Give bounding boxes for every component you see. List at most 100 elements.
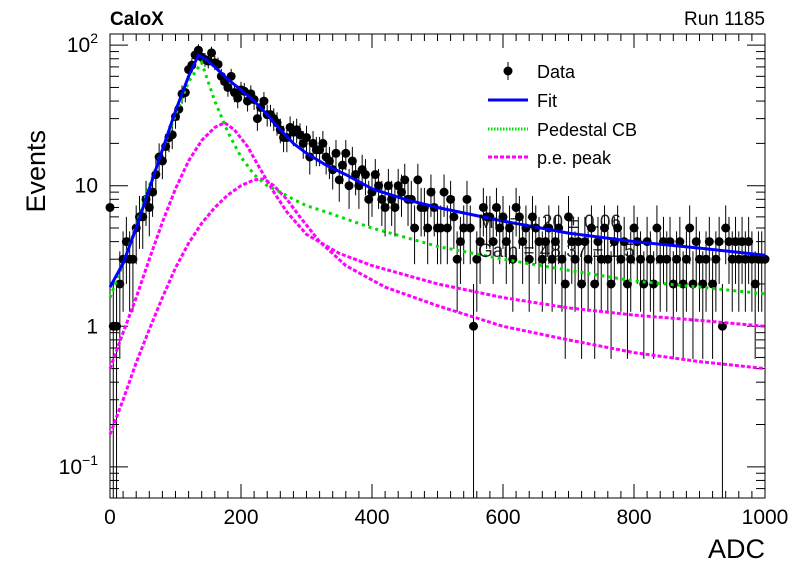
data-marker — [488, 237, 498, 247]
data-marker — [724, 237, 734, 247]
data-marker — [527, 212, 537, 222]
data-point — [740, 231, 750, 312]
data-point — [360, 159, 370, 196]
data-point — [452, 231, 462, 312]
data-point — [750, 251, 760, 359]
data-marker — [334, 175, 344, 185]
data-marker — [613, 223, 623, 233]
data-point — [410, 205, 420, 265]
data-marker — [639, 279, 649, 289]
data-marker — [731, 237, 741, 247]
data-point — [259, 92, 269, 112]
data-marker — [590, 279, 600, 289]
data-point — [688, 251, 698, 359]
data-marker — [514, 212, 524, 222]
data-marker — [351, 170, 361, 180]
data-marker — [400, 175, 410, 185]
data-point — [449, 195, 459, 249]
data-marker — [495, 223, 505, 233]
data-marker — [511, 202, 521, 212]
data-marker — [541, 237, 551, 247]
data-marker — [410, 223, 420, 233]
data-marker — [396, 187, 406, 197]
data-point — [727, 231, 737, 312]
data-point — [593, 216, 603, 284]
data-point — [252, 108, 262, 131]
data-marker — [115, 279, 125, 289]
data-marker — [744, 237, 754, 247]
data-marker — [449, 212, 459, 222]
data-marker — [469, 321, 479, 331]
data-point — [105, 187, 115, 237]
data-point — [691, 216, 701, 284]
legend-label-fit: Fit — [537, 91, 557, 111]
experiment-label: CaloX — [110, 9, 164, 30]
data-marker — [603, 254, 613, 264]
data-marker — [550, 237, 560, 247]
data-point — [560, 251, 570, 359]
legend-entry-data: Data — [503, 62, 576, 82]
data-point — [112, 283, 122, 498]
data-point — [207, 46, 217, 60]
data-point — [462, 180, 472, 226]
data-point — [737, 216, 747, 284]
data-marker — [636, 254, 646, 264]
data-point — [681, 231, 691, 312]
run-label: Run 1185 — [684, 9, 765, 30]
data-point — [580, 216, 590, 284]
x-tick-label: 800 — [616, 506, 651, 529]
data-marker — [508, 254, 518, 264]
data-marker — [128, 254, 138, 264]
data-marker — [436, 223, 446, 233]
data-marker — [596, 254, 606, 264]
data-point — [744, 216, 754, 284]
data-point — [557, 231, 567, 312]
data-point — [590, 251, 600, 359]
x-tick-label: 1000 — [742, 506, 789, 529]
data-marker — [662, 254, 672, 264]
data-marker — [688, 279, 698, 289]
data-marker — [233, 93, 243, 103]
data-point — [573, 216, 583, 284]
data-marker — [374, 181, 384, 191]
data-marker — [413, 175, 423, 185]
data-marker — [364, 194, 374, 204]
data-marker — [442, 223, 452, 233]
data-marker — [478, 202, 488, 212]
data-point — [331, 140, 341, 171]
data-marker — [472, 254, 482, 264]
data-marker — [377, 194, 387, 204]
data-point — [223, 79, 233, 97]
data-marker — [685, 223, 695, 233]
data-marker — [426, 187, 436, 197]
data-marker — [727, 254, 737, 264]
data-marker — [583, 254, 593, 264]
data-marker — [380, 202, 390, 212]
data-marker — [331, 148, 341, 158]
data-marker — [223, 82, 233, 92]
data-marker — [207, 48, 217, 58]
data-point — [721, 205, 731, 265]
data-marker — [695, 254, 704, 264]
x-tick-label: 200 — [223, 506, 258, 529]
data-point — [711, 231, 721, 312]
data-marker — [691, 237, 701, 247]
data-point — [459, 205, 469, 265]
data-marker — [534, 237, 544, 247]
data-point — [380, 187, 390, 237]
data-point — [341, 140, 351, 171]
data-point — [469, 283, 479, 498]
data-marker — [701, 254, 711, 264]
data-marker — [580, 237, 590, 247]
data-marker — [704, 237, 714, 247]
fit-curve — [108, 52, 766, 288]
data-marker — [547, 254, 557, 264]
data-marker — [383, 181, 393, 191]
data-marker — [193, 45, 203, 55]
legend-entry-pedestal: Pedestal CB — [488, 120, 637, 140]
fit-result-gain: Gain = 48.37 ± 1.5 — [478, 241, 635, 262]
data-marker — [518, 237, 528, 247]
data-marker — [737, 237, 747, 247]
data-marker — [252, 114, 262, 124]
